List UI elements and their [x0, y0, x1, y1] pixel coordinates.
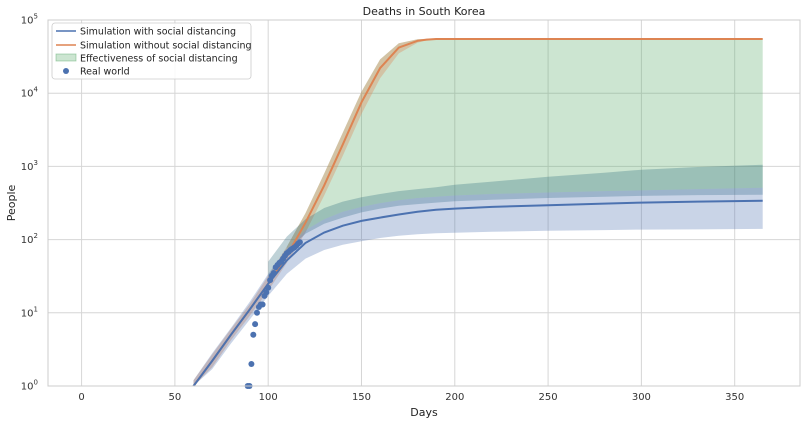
legend-label-real-world: Real world — [80, 67, 130, 78]
x-tick-label: 300 — [632, 392, 651, 403]
legend: Simulation with social distancing Simula… — [51, 22, 252, 80]
bands — [193, 38, 763, 386]
upper-uncertainty-band — [268, 164, 763, 278]
legend-swatch-real-world — [63, 68, 69, 74]
x-tick-label: 200 — [445, 392, 464, 403]
legend-box — [51, 22, 252, 80]
real-world-point — [270, 270, 277, 276]
x-tick-label: 150 — [352, 392, 371, 403]
legend-swatch-effectiveness — [55, 53, 77, 62]
real-world-point — [250, 331, 257, 338]
real-world-point — [296, 239, 303, 246]
real-world-point — [252, 321, 259, 328]
y-tick-label: 101 — [21, 305, 38, 319]
x-tick-label: 0 — [78, 392, 84, 403]
x-tick-label: 100 — [259, 392, 278, 403]
y-tick-label: 105 — [21, 13, 38, 27]
real-world-point — [259, 301, 266, 308]
legend-label-without-sd: Simulation without social distancing — [80, 41, 252, 52]
chart-title: Deaths in South Korea — [363, 5, 486, 18]
without-sd-band — [193, 38, 763, 386]
x-tick-labels: 0 50 100 150 200 250 300 350 — [78, 392, 744, 403]
legend-label-with-sd: Simulation with social distancing — [80, 27, 236, 38]
y-tick-labels: 100 101 102 103 104 105 — [21, 13, 39, 393]
real-world-point — [248, 361, 255, 367]
real-world-point — [265, 284, 272, 291]
with-sd-line — [192, 199, 763, 387]
with-sd-band — [193, 187, 763, 386]
x-tick-label: 50 — [169, 392, 182, 403]
y-axis-label: People — [5, 184, 18, 221]
y-tick-label: 104 — [21, 86, 39, 100]
y-tick-label: 100 — [21, 379, 38, 393]
real-world-point — [254, 309, 260, 316]
y-tick-label: 102 — [21, 232, 38, 246]
effectiveness-band — [286, 38, 763, 249]
series-lines — [192, 38, 763, 387]
plot-frame — [47, 19, 801, 387]
real-world-points — [244, 239, 303, 389]
x-axis-label: Days — [410, 406, 438, 419]
x-tick-label: 250 — [539, 392, 558, 403]
legend-label-effectiveness: Effectiveness of social distancing — [80, 54, 238, 65]
y-tick-label: 103 — [21, 159, 38, 173]
real-world-point — [263, 289, 270, 296]
x-tick-label: 350 — [725, 392, 744, 403]
